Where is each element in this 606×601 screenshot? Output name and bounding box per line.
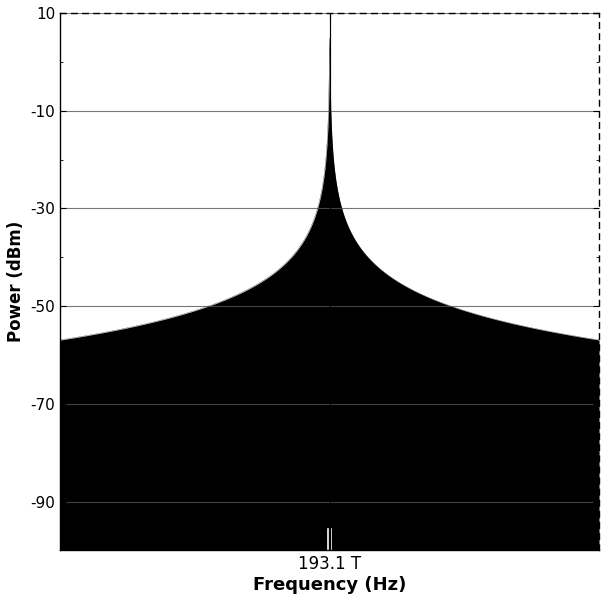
X-axis label: Frequency (Hz): Frequency (Hz) — [253, 576, 407, 594]
Y-axis label: Power (dBm): Power (dBm) — [7, 221, 25, 343]
